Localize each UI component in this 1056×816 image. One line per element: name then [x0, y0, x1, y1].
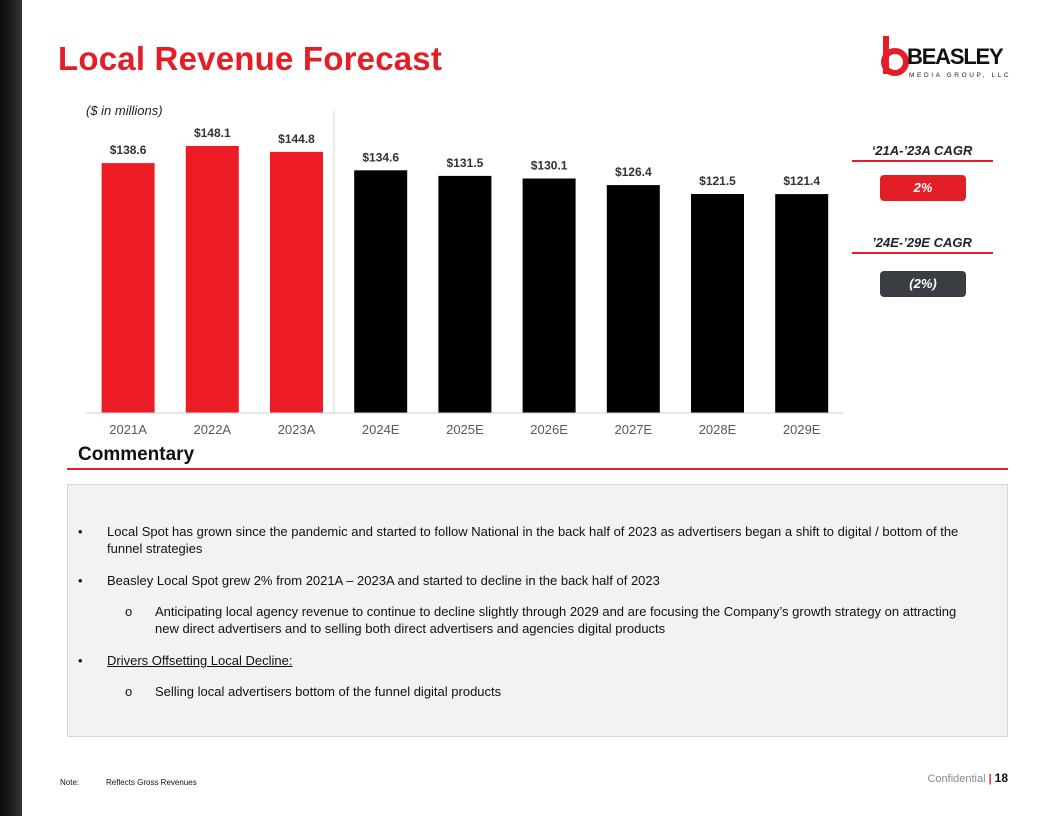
bar-value-label: $134.6	[362, 150, 399, 164]
bar-value-label: $121.4	[783, 174, 820, 188]
page-number: 18	[994, 771, 1008, 785]
commentary-bullet: • Local Spot has grown since the pandemi…	[78, 523, 978, 557]
x-tick-label: 2022A	[194, 422, 232, 437]
logo-b-mark-icon	[881, 36, 909, 76]
logo-subtitle: MEDIA GROUP, LLC	[909, 72, 1012, 79]
sub-bullet-icon: o	[125, 604, 133, 619]
commentary-bullet: • Drivers Offsetting Local Decline:	[78, 652, 978, 669]
commentary-sub-bullet: o Selling local advertisers bottom of th…	[125, 683, 985, 700]
x-tick-label: 2023A	[278, 422, 316, 437]
sub-bullet-icon: o	[125, 684, 133, 699]
bar-2024E	[354, 170, 408, 413]
commentary-bullet: • Beasley Local Spot grew 2% from 2021A …	[78, 572, 978, 589]
x-tick-label: 2027E	[615, 422, 653, 437]
footnote-text: Reflects Gross Revenues	[106, 778, 197, 787]
bar-2023A	[270, 151, 323, 413]
confidential-footer: Confidential | 18	[927, 771, 1008, 785]
cagr-forecast-rule	[852, 252, 993, 254]
bar-2027E	[606, 185, 660, 413]
units-label: ($ in millions)	[86, 103, 163, 118]
commentary-sub-bullet: o Anticipating local agency revenue to c…	[125, 603, 985, 637]
x-tick-label: 2021A	[109, 422, 147, 437]
left-decorative-strip	[0, 0, 22, 816]
cagr-forecast-badge: (2%)	[880, 271, 966, 297]
confidential-label: Confidential	[927, 773, 986, 785]
cagr-actual-badge: 2%	[880, 175, 966, 201]
bar-2025E	[438, 175, 492, 413]
logo-wordmark: BEASLEY	[907, 44, 1004, 69]
bar-2022A	[185, 146, 239, 413]
labels-layer: $138.6 2021A $148.1 2022A $144.8 2023A $134.6 2…	[109, 126, 821, 437]
page-title: Local Revenue Forecast	[58, 40, 443, 77]
commentary-panel	[67, 484, 1008, 737]
footnote-label: Note:	[60, 778, 80, 787]
bullet-text: Selling local advertisers bottom of the …	[155, 684, 502, 699]
cagr-actual-rule	[852, 160, 993, 162]
cagr-actual-title: ‘21A-’23A CAGR	[871, 143, 973, 158]
bullet-icon: •	[78, 524, 83, 539]
x-tick-label: 2026E	[530, 422, 568, 437]
bullet-text: Drivers Offsetting Local Decline:	[107, 653, 293, 668]
bar-2026E	[522, 178, 576, 413]
bar-2029E	[775, 194, 829, 413]
x-tick-label: 2029E	[783, 422, 821, 437]
revenue-bar-chart: $138.6 2021A $148.1 2022A $144.8 2023A $134.6 2…	[86, 110, 843, 437]
commentary-heading: Commentary	[78, 444, 195, 465]
bar-value-label: $144.8	[278, 132, 315, 146]
bullet-text: Local Spot has grown since the pandemic …	[107, 524, 959, 556]
bars-layer	[101, 146, 829, 413]
bar-value-label: $126.4	[615, 165, 652, 179]
bullet-text: Anticipating local agency revenue to con…	[155, 604, 957, 636]
bullet-icon: •	[78, 573, 83, 588]
bullet-text: Beasley Local Spot grew 2% from 2021A – …	[107, 573, 660, 588]
bar-value-label: $138.6	[110, 143, 147, 157]
x-tick-label: 2025E	[446, 422, 484, 437]
commentary-divider	[67, 468, 1008, 470]
beasley-logo: BEASLEY MEDIA GROUP, LLC	[880, 34, 1010, 86]
bar-value-label: $131.5	[447, 156, 484, 170]
bullet-icon: •	[78, 653, 83, 668]
cagr-forecast-title: ’24E-’29E CAGR	[872, 235, 972, 250]
x-tick-label: 2024E	[362, 422, 400, 437]
bar-value-label: $121.5	[699, 174, 736, 188]
bar-2028E	[691, 194, 744, 413]
footer-separator: |	[988, 773, 992, 785]
bar-2021A	[101, 163, 155, 413]
bar-value-label: $148.1	[194, 126, 231, 140]
bar-value-label: $130.1	[531, 159, 568, 173]
x-tick-label: 2028E	[699, 422, 737, 437]
